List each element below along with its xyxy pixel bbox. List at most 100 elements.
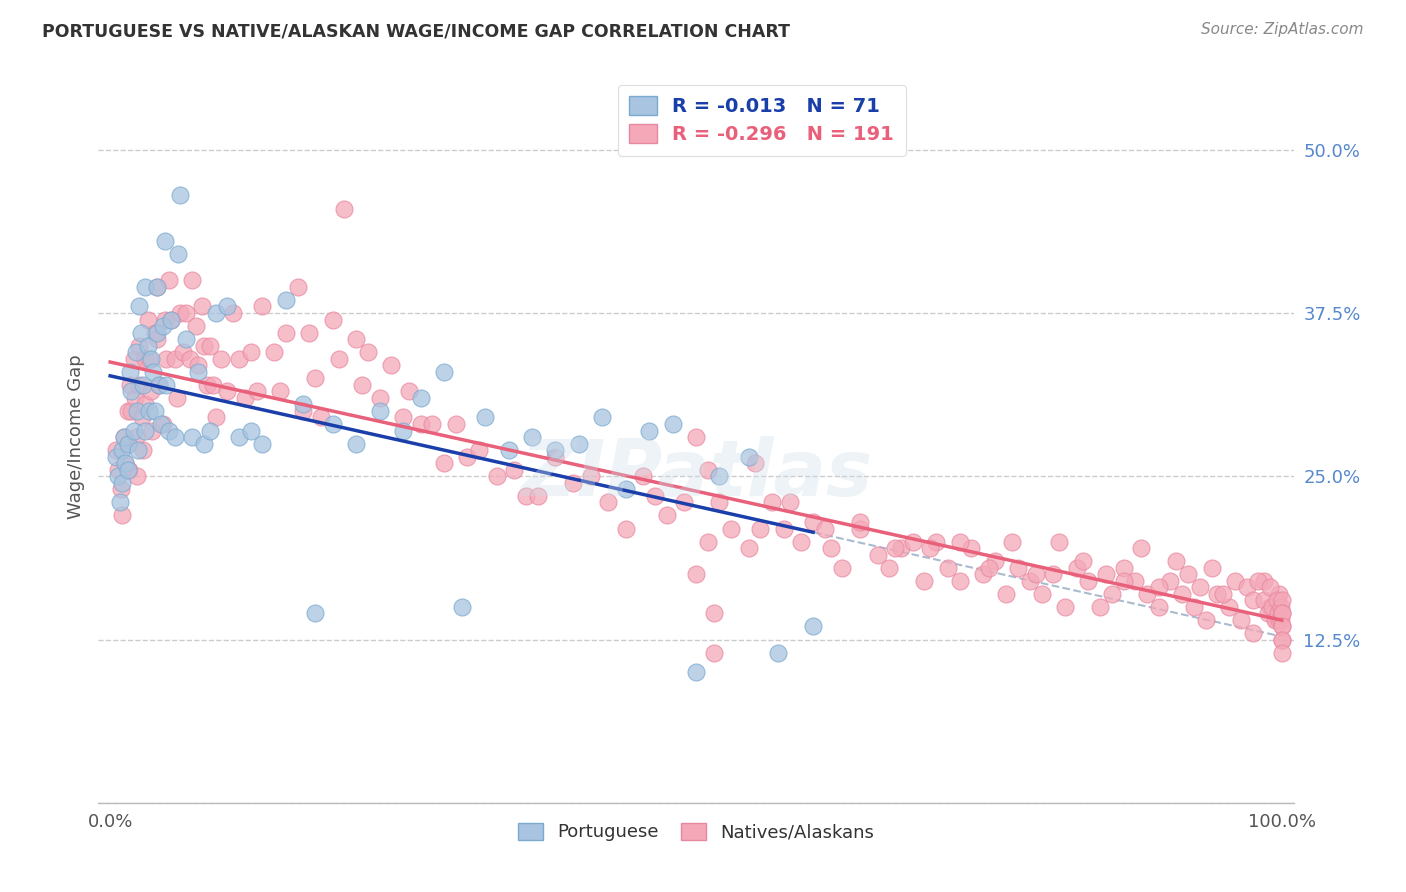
Point: [638, 424, 661, 438]
Point: [761, 495, 783, 509]
Point: [204, 306, 226, 320]
Point: [122, 424, 145, 438]
Point: [152, 319, 174, 334]
Point: [877, 560, 901, 574]
Point: [217, 300, 239, 314]
Point: [368, 404, 391, 418]
Point: [544, 443, 567, 458]
Point: [127, 443, 149, 458]
Point: [703, 607, 725, 621]
Point: [673, 495, 696, 509]
Point: [685, 567, 707, 582]
Point: [984, 554, 1007, 568]
Point: [169, 188, 191, 202]
Point: [252, 436, 274, 450]
Point: [1147, 580, 1170, 594]
Point: [820, 541, 842, 555]
Point: [181, 273, 204, 287]
Point: [129, 326, 152, 340]
Point: [392, 410, 415, 425]
Point: [298, 326, 321, 340]
Point: [252, 300, 274, 314]
Point: [744, 456, 766, 470]
Point: [1271, 632, 1294, 647]
Point: [190, 300, 212, 314]
Point: [117, 404, 139, 418]
Point: [814, 521, 837, 535]
Point: [352, 377, 374, 392]
Point: [1025, 567, 1047, 582]
Point: [146, 326, 169, 340]
Point: [141, 384, 163, 399]
Point: [1258, 580, 1281, 594]
Point: [202, 377, 225, 392]
Point: [160, 312, 183, 326]
Point: [143, 404, 166, 418]
Point: [111, 443, 134, 458]
Point: [1160, 574, 1182, 588]
Point: [685, 430, 707, 444]
Point: [936, 560, 959, 574]
Point: [166, 391, 188, 405]
Point: [1090, 599, 1112, 614]
Point: [344, 436, 367, 450]
Point: [141, 351, 163, 366]
Point: [128, 339, 150, 353]
Point: [181, 430, 204, 444]
Point: [222, 306, 245, 320]
Point: [1125, 574, 1147, 588]
Point: [328, 351, 350, 366]
Point: [703, 646, 725, 660]
Point: [184, 319, 207, 334]
Point: [117, 436, 139, 450]
Point: [925, 534, 948, 549]
Point: [392, 424, 415, 438]
Point: [444, 417, 467, 431]
Point: [1195, 613, 1218, 627]
Point: [125, 430, 148, 444]
Point: [309, 410, 332, 425]
Point: [1182, 599, 1205, 614]
Point: [685, 665, 707, 680]
Point: [1171, 587, 1194, 601]
Point: [187, 365, 209, 379]
Point: [228, 430, 250, 444]
Point: [155, 351, 177, 366]
Text: PORTUGUESE VS NATIVE/ALASKAN WAGE/INCOME GAP CORRELATION CHART: PORTUGUESE VS NATIVE/ALASKAN WAGE/INCOME…: [42, 22, 790, 40]
Point: [1268, 613, 1291, 627]
Point: [1241, 626, 1264, 640]
Point: [766, 646, 789, 660]
Point: [544, 450, 567, 464]
Point: [949, 534, 972, 549]
Point: [304, 371, 326, 385]
Point: [655, 508, 678, 523]
Point: [274, 326, 297, 340]
Point: [801, 619, 824, 633]
Point: [114, 456, 136, 470]
Point: [112, 430, 135, 444]
Point: [1001, 534, 1024, 549]
Point: [914, 574, 936, 588]
Point: [1177, 567, 1199, 582]
Point: [157, 273, 180, 287]
Point: [901, 534, 924, 549]
Point: [174, 306, 197, 320]
Point: [1271, 607, 1294, 621]
Point: [409, 391, 432, 405]
Point: [960, 541, 983, 555]
Point: [146, 280, 169, 294]
Point: [148, 377, 170, 392]
Point: [433, 456, 456, 470]
Point: [1271, 607, 1294, 621]
Point: [125, 345, 148, 359]
Point: [977, 560, 1000, 574]
Point: [1265, 593, 1288, 607]
Point: [167, 247, 190, 261]
Point: [108, 495, 131, 509]
Point: [1166, 554, 1188, 568]
Point: [591, 410, 613, 425]
Point: [292, 397, 315, 411]
Point: [920, 541, 942, 555]
Point: [1236, 580, 1258, 594]
Point: [995, 587, 1018, 601]
